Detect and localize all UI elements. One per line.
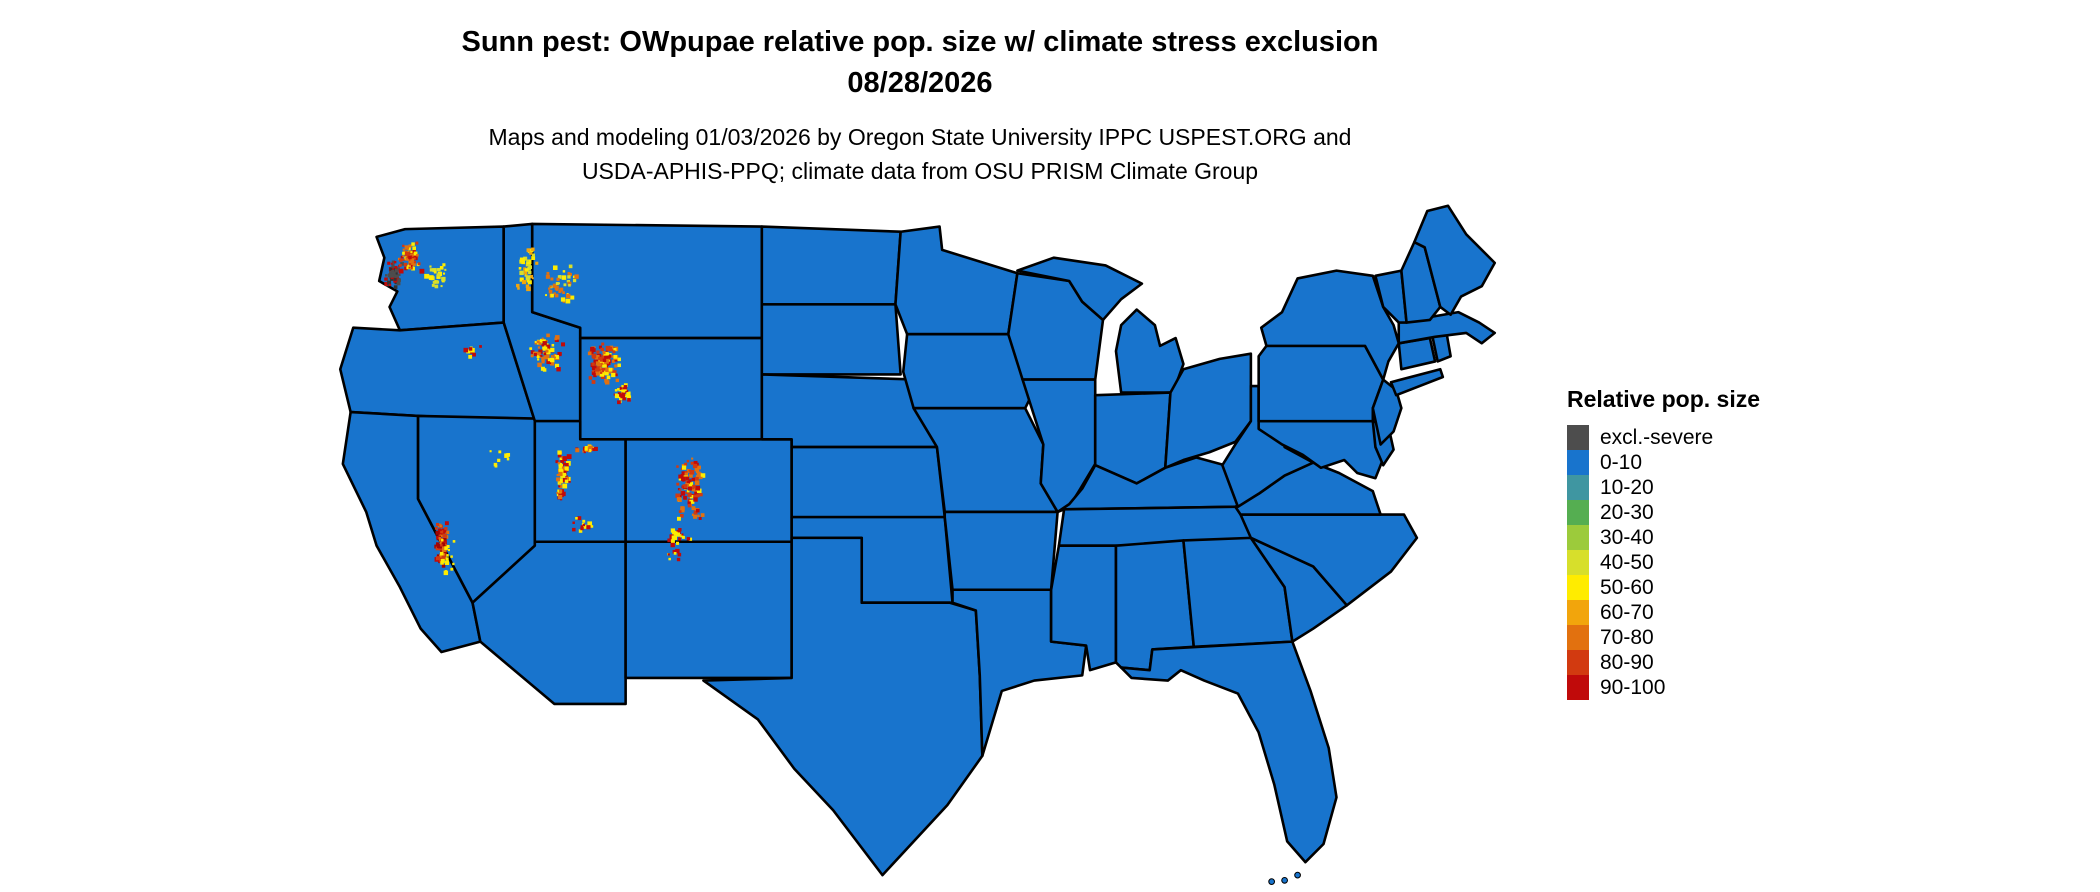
legend-item-20-30: 20-30 <box>1567 500 1887 525</box>
legend-label: 40-50 <box>1600 551 1654 574</box>
legend-item-10-20: 10-20 <box>1567 475 1887 500</box>
state-north-dakota <box>760 225 902 306</box>
state-south-dakota <box>760 303 902 376</box>
legend-swatch <box>1567 525 1589 550</box>
legend-item-70-80: 70-80 <box>1567 625 1887 650</box>
us-map <box>338 204 1497 885</box>
state-michigan-upper-peninsula <box>1016 256 1144 322</box>
state-utah <box>533 419 627 544</box>
legend-label: 90-100 <box>1600 676 1666 699</box>
figure-subtitle: Maps and modeling 01/03/2026 by Oregon S… <box>0 120 1840 188</box>
legend-item-30-40: 30-40 <box>1567 525 1887 550</box>
legend-swatch <box>1567 425 1589 450</box>
state-north-carolina <box>1239 513 1419 607</box>
state-colorado <box>624 437 793 544</box>
page-title: Sunn pest: OWpupae relative pop. size w/… <box>0 22 1840 104</box>
legend-swatch <box>1567 500 1589 525</box>
state-polygons <box>338 204 1497 877</box>
legend-item-90-100: 90-100 <box>1567 675 1887 700</box>
hotspot-dots <box>384 241 706 576</box>
state-kansas <box>790 445 947 519</box>
legend-item-40-50: 40-50 <box>1567 550 1887 575</box>
state-new-york-long-island <box>1389 367 1445 397</box>
state-florida <box>1119 640 1338 864</box>
state-oregon <box>338 321 537 423</box>
state-maine <box>1413 204 1497 317</box>
legend-label: 50-60 <box>1600 576 1654 599</box>
subtitle-line1: Maps and modeling 01/03/2026 by Oregon S… <box>488 124 1352 150</box>
state-vermont <box>1374 269 1408 324</box>
title-line1: Sunn pest: OWpupae relative pop. size w/… <box>461 26 1379 58</box>
legend-swatch <box>1567 550 1589 575</box>
legend-item-excl.-severe: excl.-severe <box>1567 425 1887 450</box>
legend-label: 60-70 <box>1600 601 1654 624</box>
state-texas <box>702 536 984 877</box>
state-michigan <box>1114 308 1185 394</box>
legend-swatch <box>1567 675 1589 700</box>
subtitle-line2: USDA-APHIS-PPQ; climate data from OSU PR… <box>581 158 1259 184</box>
legend-swatch <box>1567 625 1589 650</box>
legend-swatch <box>1567 575 1589 600</box>
florida-keys-islands <box>1268 871 1301 885</box>
legend-item-50-60: 50-60 <box>1567 575 1887 600</box>
legend-item-0-10: 0-10 <box>1567 450 1887 475</box>
legend-swatch <box>1567 650 1589 675</box>
legend: Relative pop. size excl.-severe 0-10 10-20… <box>1567 386 1887 700</box>
legend-title: Relative pop. size <box>1567 386 1761 412</box>
state-new-mexico <box>624 540 793 680</box>
legend-label: excl.-severe <box>1600 426 1714 449</box>
legend-label: 0-10 <box>1600 451 1643 474</box>
legend-item-60-70: 60-70 <box>1567 600 1887 625</box>
state-minnesota <box>894 225 1019 336</box>
legend-items: excl.-severe 0-10 10-20 20-30 30-40 40-50 50-6… <box>1567 425 1887 700</box>
legend-swatch <box>1567 600 1589 625</box>
title-date: 08/28/2026 <box>847 67 993 99</box>
legend-label: 80-90 <box>1600 651 1654 674</box>
legend-label: 70-80 <box>1600 626 1654 649</box>
legend-swatch <box>1567 475 1589 500</box>
legend-label: 20-30 <box>1600 501 1654 524</box>
legend-label: 30-40 <box>1600 526 1654 549</box>
legend-swatch <box>1567 450 1589 475</box>
legend-item-80-90: 80-90 <box>1567 650 1887 675</box>
legend-label: 10-20 <box>1600 476 1654 499</box>
state-montana <box>530 222 764 340</box>
state-arkansas <box>943 510 1059 592</box>
figure-header: Sunn pest: OWpupae relative pop. size w/… <box>0 22 1840 188</box>
state-pennsylvania <box>1257 344 1385 423</box>
